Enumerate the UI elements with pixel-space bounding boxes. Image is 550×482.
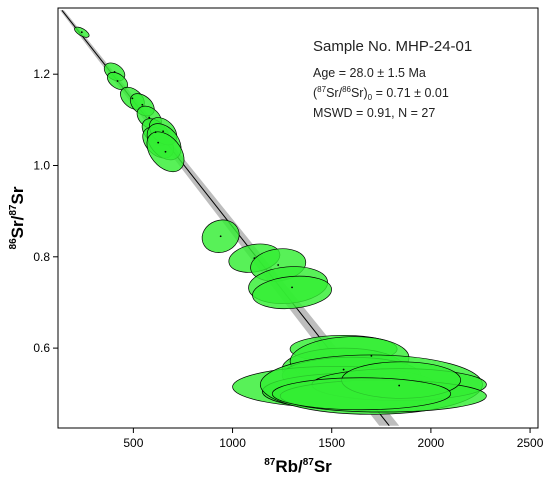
- x-tick-label-2000: 2000: [418, 436, 445, 450]
- x-tick-label-1500: 1500: [318, 436, 345, 450]
- data-point-2: [113, 71, 116, 73]
- data-point-3: [116, 80, 119, 82]
- y-tick-label-0.8: 0.8: [33, 250, 50, 264]
- plot-frame: [57, 7, 539, 429]
- data-point-4: [131, 97, 134, 100]
- x-axis-sup1: 87: [264, 457, 276, 468]
- initial-prefix: (: [313, 86, 318, 100]
- data-point-13: [277, 264, 280, 266]
- data-point-5: [141, 103, 144, 106]
- y-axis-end: Sr: [8, 186, 27, 204]
- ticks-layer: 500 1000 1500 2000 2500 0.6 0.8 1.0 1.2: [33, 67, 543, 450]
- y-axis-main: Sr/: [8, 215, 27, 238]
- x-tick-label-1000: 1000: [219, 436, 246, 450]
- initial-sup1: 87: [317, 85, 326, 94]
- y-axis-title: 86Sr/87Sr: [8, 186, 27, 249]
- data-point-11: [219, 235, 222, 238]
- annotation-box: Sample No. MHP-24-01 Age = 28.0 ± 1.5 Ma…: [313, 38, 472, 120]
- error-ellipse-27: [271, 377, 452, 411]
- data-point-14: [291, 286, 293, 289]
- x-axis-sup2: 87: [303, 457, 315, 468]
- data-point-12: [253, 257, 256, 260]
- sample-label: Sample No. MHP-24-01: [313, 38, 472, 55]
- initial-sup2: 86: [342, 85, 351, 94]
- y-tick-label-1: 1.0: [33, 159, 50, 173]
- initial-sub: 0: [368, 93, 373, 102]
- x-tick-label-500: 500: [123, 436, 143, 450]
- y-tick-label-1.2: 1.2: [33, 67, 50, 81]
- initial-mid: Sr/: [326, 86, 343, 100]
- plot-area: [59, 9, 487, 427]
- x-axis-end: Sr: [314, 457, 332, 476]
- data-point-10: [164, 150, 167, 153]
- data-point-1: [80, 31, 83, 34]
- data-point-9: [162, 130, 165, 133]
- initial-ratio-label: (87Sr/86Sr)0 = 0.71 ± 0.01: [313, 85, 449, 102]
- y-axis-sup1: 86: [8, 238, 19, 250]
- error-ellipse-16: [252, 275, 332, 310]
- data-point-8: [157, 141, 160, 144]
- data-point-17: [398, 384, 401, 387]
- y-axis-sup2: 87: [8, 204, 19, 216]
- y-tick-label-0.6: 0.6: [33, 341, 50, 355]
- x-axis-title: 87Rb/87Sr: [264, 457, 332, 476]
- initial-end: Sr): [351, 86, 368, 100]
- data-point-6: [148, 116, 151, 119]
- data-point-16: [370, 354, 373, 357]
- data-point-15: [342, 368, 345, 371]
- x-axis-main: Rb/: [275, 457, 303, 476]
- age-label: Age = 28.0 ± 1.5 Ma: [313, 66, 426, 80]
- initial-value: = 0.71 ± 0.01: [372, 86, 449, 100]
- mswd-label: MSWD = 0.91, N = 27: [313, 106, 435, 120]
- plot-layer: [59, 9, 487, 427]
- x-tick-label-2500: 2500: [517, 436, 544, 450]
- data-point-7: [154, 131, 157, 134]
